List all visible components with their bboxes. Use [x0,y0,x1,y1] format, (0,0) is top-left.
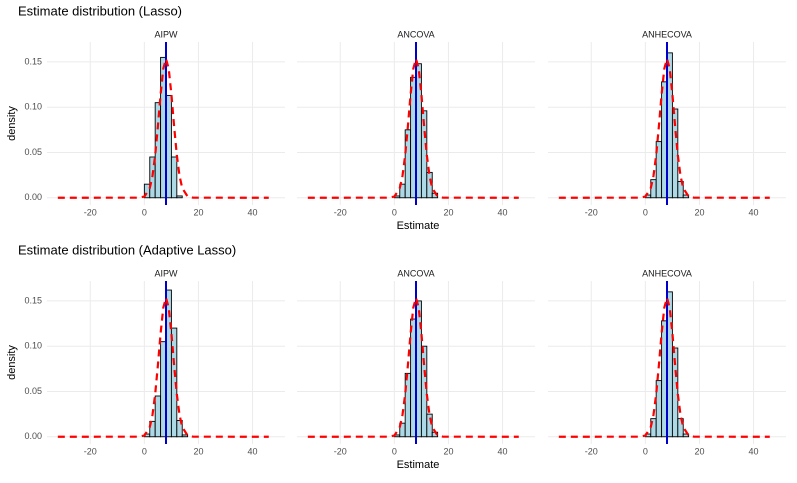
x-tick-label: 20 [193,207,203,217]
y-tick-label: 0.00 [24,192,42,202]
chart-title: Estimate distribution (Lasso) [18,3,182,18]
panel: ANCOVA -20 0 20 40 [297,268,535,456]
x-tick-label: 20 [193,446,203,456]
x-tick-label: 20 [694,207,704,217]
panel-title: ANHECOVA [642,268,692,278]
panel-title: ANCOVA [397,29,434,39]
bar [176,195,183,199]
bar [181,434,189,438]
x-tick-label: -20 [84,446,97,456]
panel: ANCOVA -20 0 20 40 [297,29,535,217]
panel: ANHECOVA -20 0 20 40 [548,268,786,456]
bar [671,108,679,199]
x-axis-label: Estimate [397,459,440,471]
bar [420,110,428,199]
x-tick-label: 40 [498,207,508,217]
x-tick-label: 0 [392,446,397,456]
x-tick-label: 0 [643,207,648,217]
bar [154,395,162,438]
bar [176,420,183,438]
bar [671,347,679,438]
density-curve [57,54,269,199]
x-tick-label: 20 [443,207,453,217]
panel-title: ANCOVA [397,268,434,278]
bar [404,372,412,438]
bar [682,433,690,438]
panel: ANHECOVA -20 0 20 40 [548,29,786,217]
bar [682,194,690,199]
x-tick-label: -20 [84,207,97,217]
density-curve [558,54,770,199]
x-tick-label: -20 [585,446,598,456]
x-tick-label: 0 [392,207,397,217]
x-axis-label: Estimate [397,220,440,232]
density-curve [57,293,269,438]
panel-title: AIPW [154,268,178,278]
panel: AIPW -20 0 20 40 [47,268,285,456]
x-tick-label: 0 [643,446,648,456]
x-tick-label: 40 [498,446,508,456]
bar [170,156,178,199]
bar [677,181,684,199]
density-curve [307,54,519,199]
bar [426,413,433,438]
x-tick-label: 40 [749,207,759,217]
x-tick-label: 40 [248,207,258,217]
y-tick-label: 0.05 [24,147,42,157]
x-tick-label: 20 [443,446,453,456]
x-tick-label: 40 [248,446,258,456]
x-tick-label: 0 [142,207,147,217]
y-tick-label: 0.10 [24,341,42,351]
y-axis-label: density [6,345,18,380]
panel: AIPW -20 0 20 40 [47,29,285,217]
y-tick-label: 0.15 [24,56,42,66]
x-tick-label: -20 [334,207,347,217]
y-tick-label: 0.15 [24,295,42,305]
y-tick-label: 0.05 [24,386,42,396]
density-curve [307,293,519,438]
x-tick-label: -20 [334,446,347,456]
x-tick-label: -20 [585,207,598,217]
panel-title: ANHECOVA [642,29,692,39]
y-tick-label: 0.00 [24,431,42,441]
x-tick-label: 0 [142,446,147,456]
y-tick-label: 0.10 [24,102,42,112]
x-tick-label: 20 [694,446,704,456]
y-axis-label: density [6,106,18,141]
chart-title: Estimate distribution (Adaptive Lasso) [18,242,236,257]
panel-title: AIPW [154,29,178,39]
bar [420,345,428,438]
x-tick-label: 40 [749,446,759,456]
density-curve [558,293,770,438]
